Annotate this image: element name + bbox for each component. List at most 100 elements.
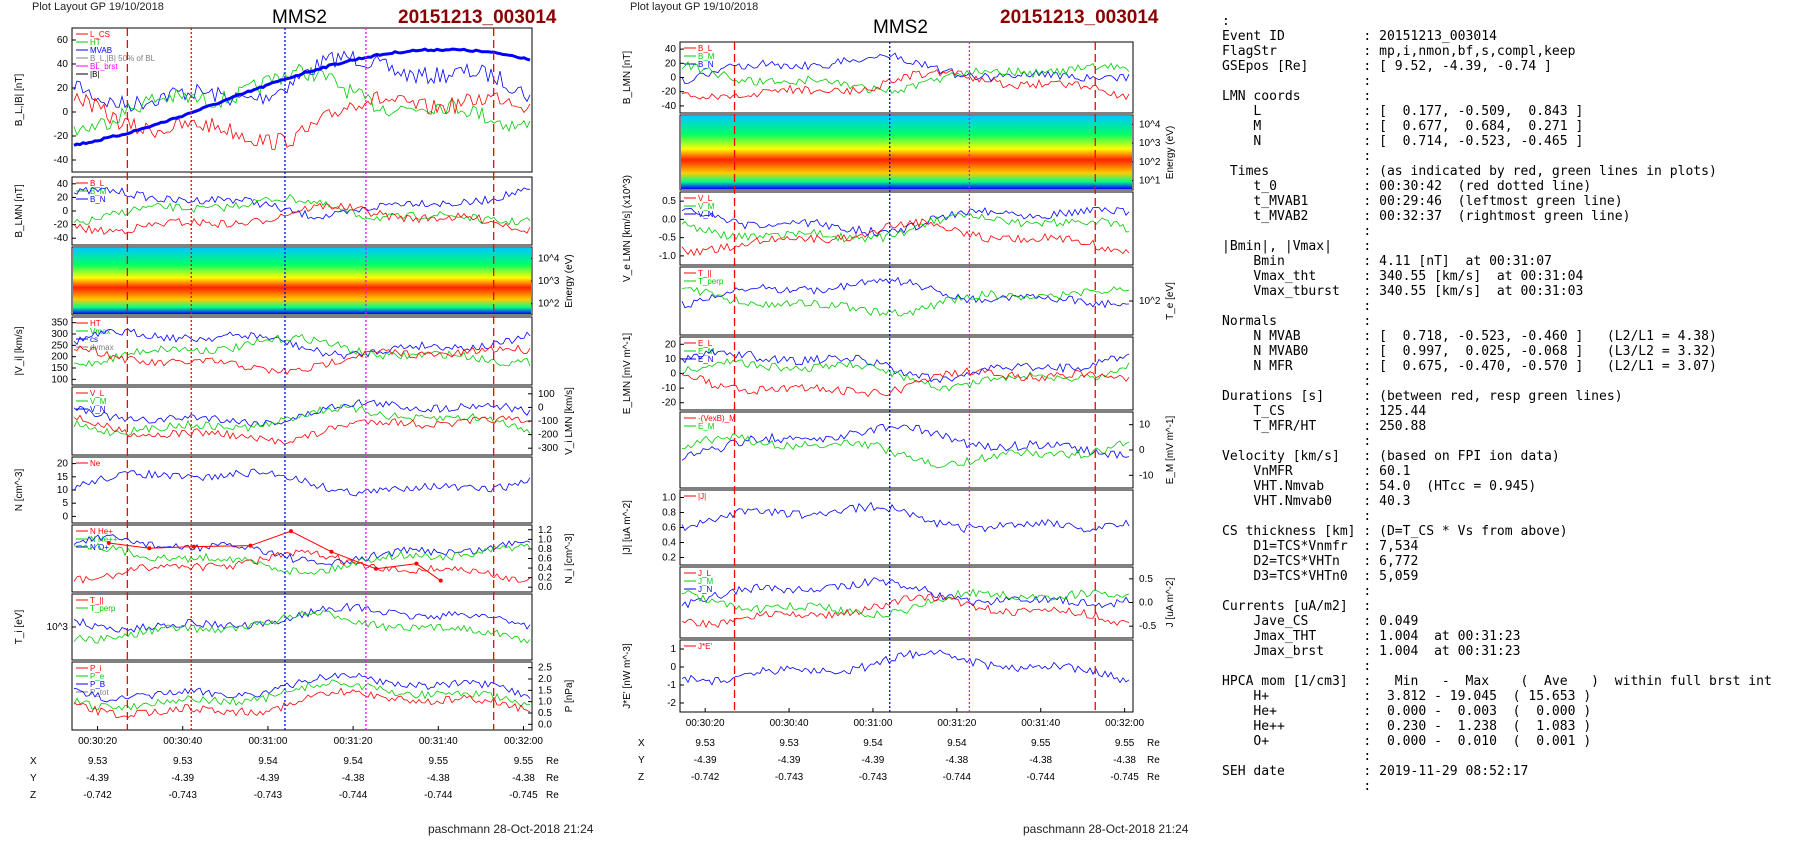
y-tick-label: 100	[51, 374, 68, 385]
y-tick-label: 10^2	[1139, 296, 1161, 307]
legend-entry: B_L	[698, 44, 713, 53]
series-line	[73, 468, 531, 497]
summary-line: :	[1222, 224, 1372, 239]
legend-entry: V_N	[90, 405, 106, 414]
position-value: 9.54	[947, 738, 967, 749]
position-unit: Re	[1147, 738, 1160, 749]
series-line	[681, 52, 1130, 85]
legend-entry: P_e	[90, 672, 105, 681]
panel-frame	[71, 456, 533, 524]
position-value: -0.743	[169, 790, 198, 801]
time-tick-label: 00:30:40	[770, 718, 809, 729]
y-tick-label: -40	[54, 233, 69, 244]
y-tick-label: 40	[665, 44, 677, 55]
y-tick-label: 0.5	[538, 708, 552, 719]
legend-entry: Ne	[90, 459, 101, 468]
legend-entry: L_CS	[90, 30, 110, 39]
y-tick-label: 1.0	[538, 697, 552, 708]
legend-entry: T_||	[90, 596, 104, 605]
left-spacecraft-title: MMS2	[272, 7, 327, 28]
position-value: -0.744	[339, 790, 368, 801]
time-tick-label: 00:31:20	[334, 736, 373, 747]
position-value: 9.54	[258, 756, 278, 767]
time-tick-label: 00:31:40	[419, 736, 458, 747]
position-value: 9.55	[514, 756, 534, 767]
panel-frame	[71, 176, 533, 246]
summary-line: FlagStr : mp,i,nmon,bf,s,compl,keep	[1222, 44, 1576, 59]
summary-line: Velocity [km/s] : (based on FPI ion data…	[1222, 449, 1560, 464]
panel-frame	[679, 266, 1134, 336]
y-tick-label: 1.2	[538, 525, 552, 536]
y-tick-label: 0	[62, 511, 68, 522]
panel-y-label: T_i [eV]	[14, 610, 25, 645]
legend-entry: P_tot	[90, 688, 109, 697]
legend-entry: T_perp	[698, 277, 724, 286]
position-value: -4.38	[512, 773, 535, 784]
series-line	[681, 286, 1130, 317]
position-value: -0.743	[775, 772, 804, 783]
spectrogram	[73, 248, 531, 314]
series-line	[681, 206, 1130, 237]
y-tick-label: 10^1	[1139, 176, 1161, 187]
y-tick-label: 10^4	[1139, 119, 1161, 130]
series-line	[681, 212, 1130, 243]
panel-frame	[71, 386, 533, 456]
y-tick-label: 20	[665, 339, 677, 350]
y-tick-label: 0.0	[538, 582, 552, 593]
panel-y-label: B_LMN [nT]	[14, 184, 25, 238]
position-value: -0.742	[691, 772, 720, 783]
position-unit: Re	[546, 756, 559, 767]
series-line	[73, 404, 531, 437]
series-line	[73, 328, 531, 360]
legend-entry: V_L	[698, 194, 713, 203]
series-line	[73, 333, 531, 367]
time-tick-label: 00:30:20	[686, 718, 725, 729]
y-tick-label: 15	[57, 472, 69, 483]
position-value: -0.744	[1027, 772, 1056, 783]
y-tick-label: 0	[670, 73, 676, 84]
legend-entry: P_B	[90, 680, 105, 689]
legend-entry: V_N	[698, 210, 714, 219]
y-tick-label: 20	[665, 58, 677, 69]
y-tick-label: -10	[1139, 470, 1154, 481]
y-tick-label: 40	[57, 179, 69, 190]
position-value: -0.745	[1110, 772, 1139, 783]
position-value: -4.39	[694, 755, 717, 766]
position-value: 9.55	[1115, 738, 1135, 749]
position-unit: Re	[1147, 772, 1160, 783]
legend-entry: B_L	[90, 179, 105, 188]
legend-entry: E_N	[698, 355, 714, 364]
right-footer: paschmann 28-Oct-2018 21:24	[1023, 822, 1189, 836]
panel-y-label: Energy (eV)	[564, 254, 575, 307]
series-line	[73, 687, 531, 719]
series-line	[681, 348, 1130, 384]
y-tick-label: 10^4	[538, 253, 560, 264]
time-tick-label: 00:32:00	[1105, 718, 1144, 729]
y-tick-label: 0.4	[662, 538, 676, 549]
panel-y-label: N_i [cm^-3]	[564, 533, 575, 583]
panel-y-label: V_i LMN [km/s]	[564, 387, 575, 455]
y-tick-label: 0.0	[662, 214, 676, 225]
legend-entry: E_L	[698, 339, 713, 348]
panel-frame	[71, 524, 533, 593]
position-value: -0.744	[943, 772, 972, 783]
summary-line: GSEpos [Re] : [ 9.52, -4.39, -0.74 ]	[1222, 59, 1552, 74]
series-line	[73, 549, 531, 584]
y-tick-label: 0.6	[538, 554, 552, 565]
y-tick-label: 1.5	[538, 685, 552, 696]
position-row-label: X	[638, 738, 645, 749]
summary-line: :	[1222, 659, 1372, 674]
legend-entry: V_L	[90, 389, 105, 398]
series-line	[73, 344, 531, 376]
y-tick-label: 0.2	[538, 573, 552, 584]
y-tick-label: 0	[538, 402, 544, 413]
series-line-He++	[108, 530, 442, 582]
position-row-label: Z	[30, 790, 36, 801]
summary-line: t_0 : 00:30:42 (red dotted line)	[1222, 179, 1592, 194]
panel-frame	[679, 114, 1134, 191]
panel-y-label: B_L,|B| [nT]	[14, 74, 25, 127]
legend-entry: B_N	[698, 60, 714, 69]
panel-frame	[679, 639, 1134, 713]
summary-line: He+ : 0.000 - 0.003 ( 0.000 )	[1222, 704, 1592, 719]
event-summary-text: : Event ID : 20151213_003014 FlagStr : mp,…	[1222, 14, 1772, 794]
